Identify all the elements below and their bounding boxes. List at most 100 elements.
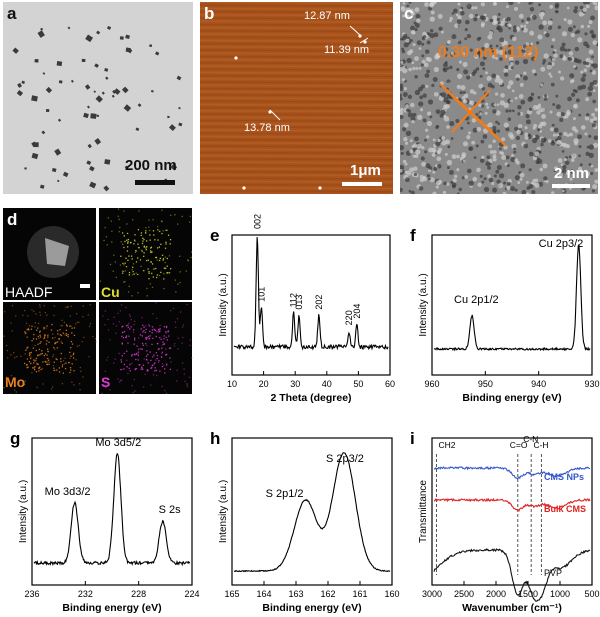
eds-signal-dot [132, 266, 134, 268]
eds-signal-dot [58, 371, 61, 373]
lattice-dot [522, 27, 528, 33]
eds-signal-dot [6, 349, 9, 352]
eds-signal-dot [33, 333, 35, 336]
eds-signal-dot [175, 326, 177, 328]
lattice-dot [538, 3, 541, 7]
eds-signal-dot [169, 268, 172, 270]
eds-signal-dot [53, 305, 56, 307]
eds-signal-dot [140, 249, 143, 251]
eds-signal-dot [176, 380, 178, 382]
eds-signal-dot [75, 359, 77, 361]
lattice-dot [410, 116, 416, 122]
nanosheet-particle [84, 84, 91, 90]
eds-signal-dot [143, 358, 145, 360]
eds-signal-dot [137, 257, 139, 259]
eds-signal-dot [115, 332, 117, 334]
plot-frame [431, 234, 593, 376]
lattice-dot [528, 96, 532, 100]
lattice-dot [519, 82, 524, 87]
lattice-dot [425, 163, 431, 169]
eds-signal-dot [147, 362, 149, 364]
lattice-dot [432, 138, 436, 142]
eds-signal-dot [123, 352, 126, 355]
eds-signal-dot [142, 344, 144, 346]
eds-signal-dot [186, 259, 189, 261]
lattice-dot [408, 67, 412, 72]
afm-scanline [199, 4, 394, 7]
lattice-dot [524, 132, 529, 137]
eds-signal-dot [106, 244, 108, 246]
nanosheet-particle [107, 25, 112, 30]
eds-signal-dot [60, 341, 63, 343]
eds-signal-dot [146, 350, 148, 352]
eds-signal-dot [182, 336, 184, 339]
lattice-dot [569, 73, 575, 79]
arrow-line [359, 37, 369, 44]
eds-signal-dot [143, 270, 145, 272]
eds-signal-dot [104, 370, 107, 372]
eds-signal-dot [24, 332, 26, 335]
lattice-dot [435, 53, 441, 59]
lattice-dot [401, 49, 406, 54]
eds-signal-dot [133, 343, 135, 345]
eds-signal-dot [61, 364, 64, 366]
lattice-dot [529, 0, 534, 5]
eds-signal-dot [168, 255, 171, 257]
lattice-dot [432, 149, 436, 154]
eds-signal-dot [30, 356, 32, 358]
eds-signal-dot [132, 331, 135, 333]
lattice-dot [526, 192, 530, 196]
nanosheet-particle [24, 167, 27, 170]
eds-signal-dot [149, 229, 151, 232]
lattice-dot [540, 11, 546, 17]
lattice-dot [570, 33, 575, 38]
lattice-dot [590, 171, 594, 176]
afm-scanline [199, 154, 394, 158]
lattice-dot [444, 53, 448, 57]
eds-signal-dot [159, 330, 161, 333]
eds-signal-dot [39, 314, 42, 316]
lattice-dot [482, 67, 486, 71]
lattice-dot [489, 44, 493, 48]
eds-signal-dot [143, 238, 145, 241]
eds-signal-dot [128, 322, 130, 324]
eds-signal-dot [76, 313, 78, 315]
nanosheet-particle [96, 114, 100, 118]
eds-signal-dot [39, 311, 41, 313]
lattice-dot [499, 46, 503, 50]
lattice-dot [496, 76, 501, 81]
eds-signal-dot [135, 272, 137, 274]
lattice-dot [492, 154, 497, 159]
panel-label: i [410, 429, 415, 448]
eds-signal-dot [155, 256, 157, 259]
eds-signal-dot [176, 223, 179, 225]
lattice-dot [511, 109, 515, 113]
eds-signal-dot [137, 243, 139, 245]
haadf-particle [45, 238, 69, 266]
lattice-dot [592, 40, 598, 46]
lattice-dot [542, 59, 547, 63]
eds-signal-dot [24, 380, 26, 382]
lattice-dot [436, 156, 442, 162]
eds-signal-dot [141, 367, 144, 369]
lattice-dot [456, 68, 460, 72]
eds-signal-dot [52, 337, 54, 339]
eds-signal-dot [135, 250, 138, 252]
lattice-dot [581, 84, 587, 90]
eds-signal-dot [161, 363, 164, 365]
lattice-dot [414, 136, 419, 142]
afm-scanline [199, 71, 394, 75]
lattice-dot [586, 0, 590, 5]
eds-signal-dot [152, 230, 155, 232]
nanosheet-particle [151, 89, 154, 93]
eds-signal-dot [165, 325, 168, 328]
panel-label: h [210, 429, 220, 448]
lattice-dot [517, 123, 523, 129]
lattice-dot [540, 137, 546, 143]
eds-signal-dot [145, 230, 147, 232]
eds-signal-dot [44, 335, 46, 337]
lattice-dot [476, 126, 482, 132]
eds-signal-dot [30, 362, 32, 365]
lattice-dot [568, 155, 572, 159]
eds-signal-dot [172, 307, 175, 310]
